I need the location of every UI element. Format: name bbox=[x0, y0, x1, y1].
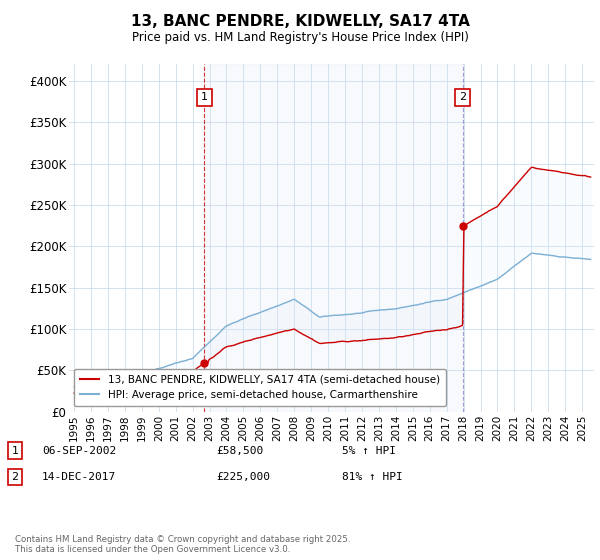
Bar bbox=[204, 64, 463, 412]
Text: £225,000: £225,000 bbox=[216, 472, 270, 482]
Text: 2: 2 bbox=[459, 92, 466, 102]
Text: 1: 1 bbox=[200, 92, 208, 102]
Text: 1: 1 bbox=[11, 446, 19, 456]
Legend: 13, BANC PENDRE, KIDWELLY, SA17 4TA (semi-detached house), HPI: Average price, s: 13, BANC PENDRE, KIDWELLY, SA17 4TA (sem… bbox=[74, 368, 446, 407]
Text: Contains HM Land Registry data © Crown copyright and database right 2025.
This d: Contains HM Land Registry data © Crown c… bbox=[15, 535, 350, 554]
Text: £58,500: £58,500 bbox=[216, 446, 263, 456]
Text: 2: 2 bbox=[11, 472, 19, 482]
Text: Price paid vs. HM Land Registry's House Price Index (HPI): Price paid vs. HM Land Registry's House … bbox=[131, 31, 469, 44]
Text: 5% ↑ HPI: 5% ↑ HPI bbox=[342, 446, 396, 456]
Text: 81% ↑ HPI: 81% ↑ HPI bbox=[342, 472, 403, 482]
Text: 14-DEC-2017: 14-DEC-2017 bbox=[42, 472, 116, 482]
Text: 06-SEP-2002: 06-SEP-2002 bbox=[42, 446, 116, 456]
Text: 13, BANC PENDRE, KIDWELLY, SA17 4TA: 13, BANC PENDRE, KIDWELLY, SA17 4TA bbox=[131, 14, 469, 29]
